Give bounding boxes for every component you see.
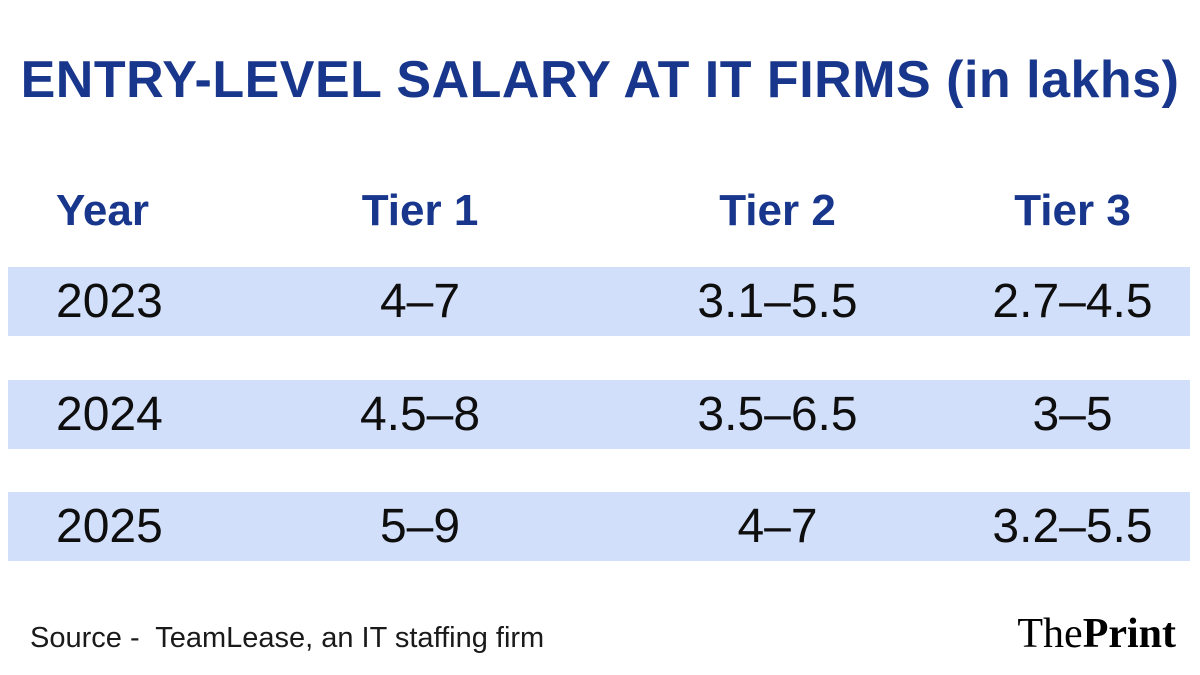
theprint-logo-print: Print [1082,611,1176,657]
tier1-value-cell: 4–7 [379,275,461,328]
tier2-value-cell: 3.5–6.5 [697,388,858,441]
table-row: 2023 4–7 3.1–5.5 2.7–4.5 [8,267,1190,336]
tier1-value-cell: 4.5–8 [359,388,481,441]
tier2-value-cell: 4–7 [737,500,818,553]
year-cell: 2024 [56,388,163,441]
table-header-row: Year Tier 1 Tier 2 Tier 3 [8,184,1190,238]
theprint-logo-the: The [1017,611,1083,657]
year-cell: 2023 [56,275,163,328]
tier1-value-cell: 5–9 [379,500,461,553]
column-header-tier1: Tier 1 [361,186,479,235]
tier3-value-cell: 2.7–4.5 [992,275,1153,328]
theprint-logo: ThePrint [1017,610,1176,658]
tier3-value-cell: 3.2–5.5 [992,500,1153,553]
source-attribution: Source - TeamLease, an IT staffing firm [30,622,545,654]
tier2-value-cell: 3.1–5.5 [697,275,858,328]
column-header-tier2: Tier 2 [719,186,836,235]
column-header-tier3: Tier 3 [1014,186,1131,235]
chart-title: ENTRY-LEVEL SALARY AT IT FIRMS (in lakhs… [20,51,1180,109]
table-row: 2025 5–9 4–7 3.2–5.5 [8,492,1190,561]
column-header-year: Year [56,186,149,235]
tier3-value-cell: 3–5 [1032,388,1113,441]
year-cell: 2025 [56,500,163,553]
table-row: 2024 4.5–8 3.5–6.5 3–5 [8,380,1190,449]
